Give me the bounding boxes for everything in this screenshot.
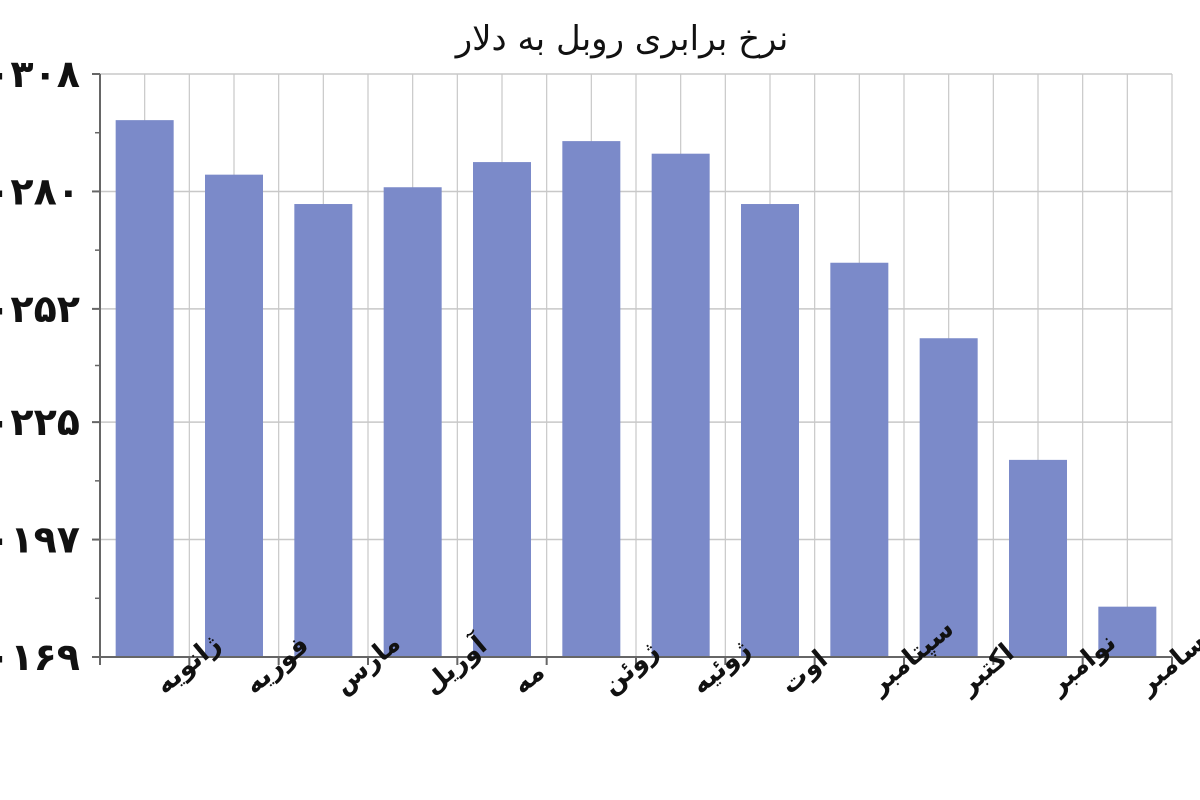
chart-title: نرخ برابری روبل به دلار <box>454 19 789 59</box>
bar-5 <box>473 162 531 657</box>
bar-4 <box>383 187 442 657</box>
y-tick-label: ۰٫۰۲۵۲ <box>0 287 80 331</box>
y-tick-label: ۰٫۰۲۸۰ <box>0 169 80 213</box>
bar-2 <box>205 174 263 657</box>
bar-10 <box>919 338 978 657</box>
bar-7 <box>651 153 710 657</box>
bar-6 <box>562 141 621 657</box>
bar-9 <box>830 262 889 657</box>
bars <box>115 120 1157 657</box>
x-tick-label: مه <box>507 657 551 700</box>
y-tick-label: ۰٫۰۱۶۹ <box>0 635 80 679</box>
bar-11 <box>1009 459 1067 657</box>
axes <box>92 73 1173 665</box>
y-tick-label: ۰٫۰۲۲۵ <box>0 400 80 444</box>
bar-3 <box>294 204 353 657</box>
bar-1 <box>115 120 174 657</box>
bar-8 <box>741 204 799 657</box>
bar-12 <box>1098 606 1157 657</box>
y-tick-label: ۰٫۰۱۹۷ <box>0 518 80 562</box>
